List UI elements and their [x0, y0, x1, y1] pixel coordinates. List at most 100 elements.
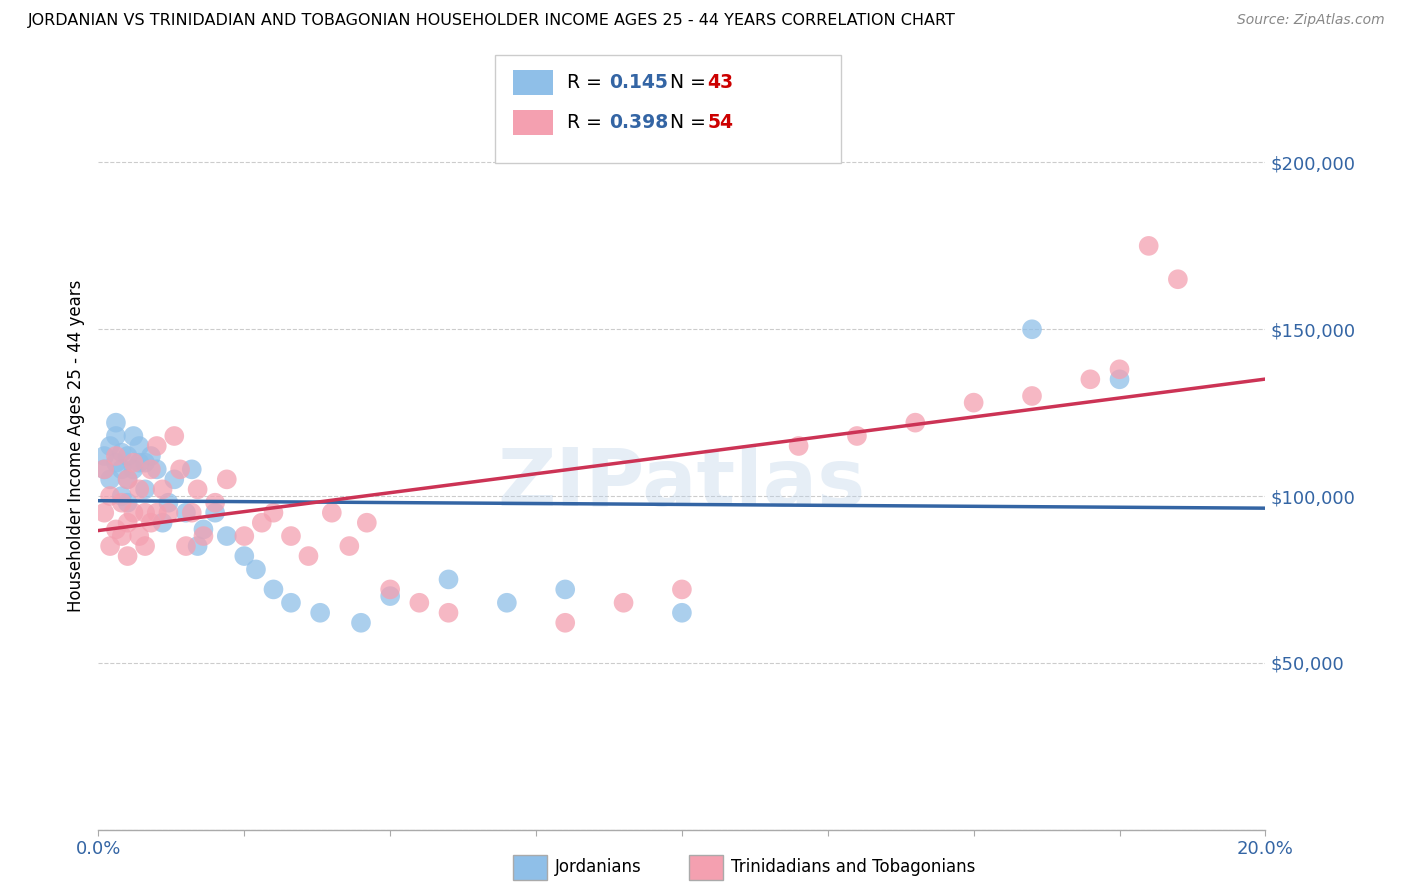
Point: [1021, 389, 1043, 403]
Point: [139, 449, 162, 463]
Point: [174, 539, 197, 553]
Point: [146, 439, 169, 453]
Text: 0.398: 0.398: [609, 112, 668, 132]
Point: [180, 506, 202, 520]
Point: [111, 496, 134, 510]
Point: [233, 549, 256, 563]
Point: [250, 516, 273, 530]
Point: [215, 529, 238, 543]
Point: [134, 456, 156, 470]
Point: [122, 456, 145, 470]
Point: [204, 496, 226, 510]
Text: R =: R =: [567, 112, 607, 132]
Point: [962, 395, 984, 409]
Point: [93, 462, 115, 476]
Point: [193, 529, 215, 543]
Point: [1108, 362, 1130, 376]
Point: [233, 529, 256, 543]
Point: [1108, 372, 1130, 386]
Point: [554, 615, 576, 630]
Point: [111, 489, 134, 503]
Point: [139, 516, 162, 530]
Point: [1080, 372, 1102, 386]
Point: [187, 539, 209, 553]
Point: [128, 439, 150, 453]
Point: [134, 539, 156, 553]
Text: JORDANIAN VS TRINIDADIAN AND TOBAGONIAN HOUSEHOLDER INCOME AGES 25 - 44 YEARS CO: JORDANIAN VS TRINIDADIAN AND TOBAGONIAN …: [28, 13, 956, 29]
Text: Jordanians: Jordanians: [555, 858, 643, 876]
Point: [169, 462, 191, 476]
Point: [98, 539, 121, 553]
Point: [128, 529, 150, 543]
Point: [134, 483, 156, 497]
Point: [117, 549, 139, 563]
Point: [187, 483, 209, 497]
Point: [904, 416, 927, 430]
Point: [128, 456, 150, 470]
Point: [163, 429, 186, 443]
Point: [117, 449, 139, 463]
Point: [104, 429, 127, 443]
Point: [787, 439, 810, 453]
Text: 43: 43: [707, 73, 734, 93]
Point: [152, 483, 174, 497]
Point: [380, 582, 402, 597]
Text: N =: N =: [658, 112, 711, 132]
Point: [104, 456, 127, 470]
Point: [321, 506, 343, 520]
Point: [380, 589, 402, 603]
Point: [117, 496, 139, 510]
Point: [204, 506, 226, 520]
Point: [122, 506, 145, 520]
Point: [117, 472, 139, 486]
Point: [117, 516, 139, 530]
Point: [337, 539, 360, 553]
Point: [180, 462, 202, 476]
Point: [139, 462, 162, 476]
Point: [280, 529, 302, 543]
Point: [98, 439, 121, 453]
Point: [1137, 239, 1160, 253]
Point: [437, 606, 460, 620]
Text: Trinidadians and Tobagonians: Trinidadians and Tobagonians: [731, 858, 976, 876]
Point: [846, 429, 869, 443]
Point: [262, 582, 284, 597]
Point: [146, 462, 169, 476]
Point: [496, 596, 519, 610]
Point: [104, 522, 127, 536]
Point: [163, 472, 186, 486]
Point: [104, 449, 127, 463]
Text: ZIPatlas: ZIPatlas: [498, 445, 866, 524]
Text: R =: R =: [567, 73, 607, 93]
Point: [111, 445, 134, 459]
Point: [104, 416, 127, 430]
Point: [134, 506, 156, 520]
Point: [128, 483, 150, 497]
Point: [93, 449, 115, 463]
Text: 54: 54: [707, 112, 733, 132]
Point: [152, 516, 174, 530]
Point: [245, 562, 267, 576]
Point: [117, 472, 139, 486]
Point: [174, 506, 197, 520]
Point: [350, 615, 373, 630]
Point: [193, 522, 215, 536]
Point: [215, 472, 238, 486]
Y-axis label: Householder Income Ages 25 - 44 years: Householder Income Ages 25 - 44 years: [66, 280, 84, 612]
Point: [671, 606, 693, 620]
Point: [437, 573, 460, 587]
Point: [111, 529, 134, 543]
Point: [671, 582, 693, 597]
Point: [297, 549, 319, 563]
Point: [157, 506, 180, 520]
Point: [122, 462, 145, 476]
Point: [93, 462, 115, 476]
Text: 0.145: 0.145: [609, 73, 668, 93]
Point: [554, 582, 576, 597]
Point: [146, 506, 169, 520]
Point: [262, 506, 284, 520]
Point: [356, 516, 378, 530]
Point: [98, 472, 121, 486]
Point: [408, 596, 430, 610]
Point: [1021, 322, 1043, 336]
